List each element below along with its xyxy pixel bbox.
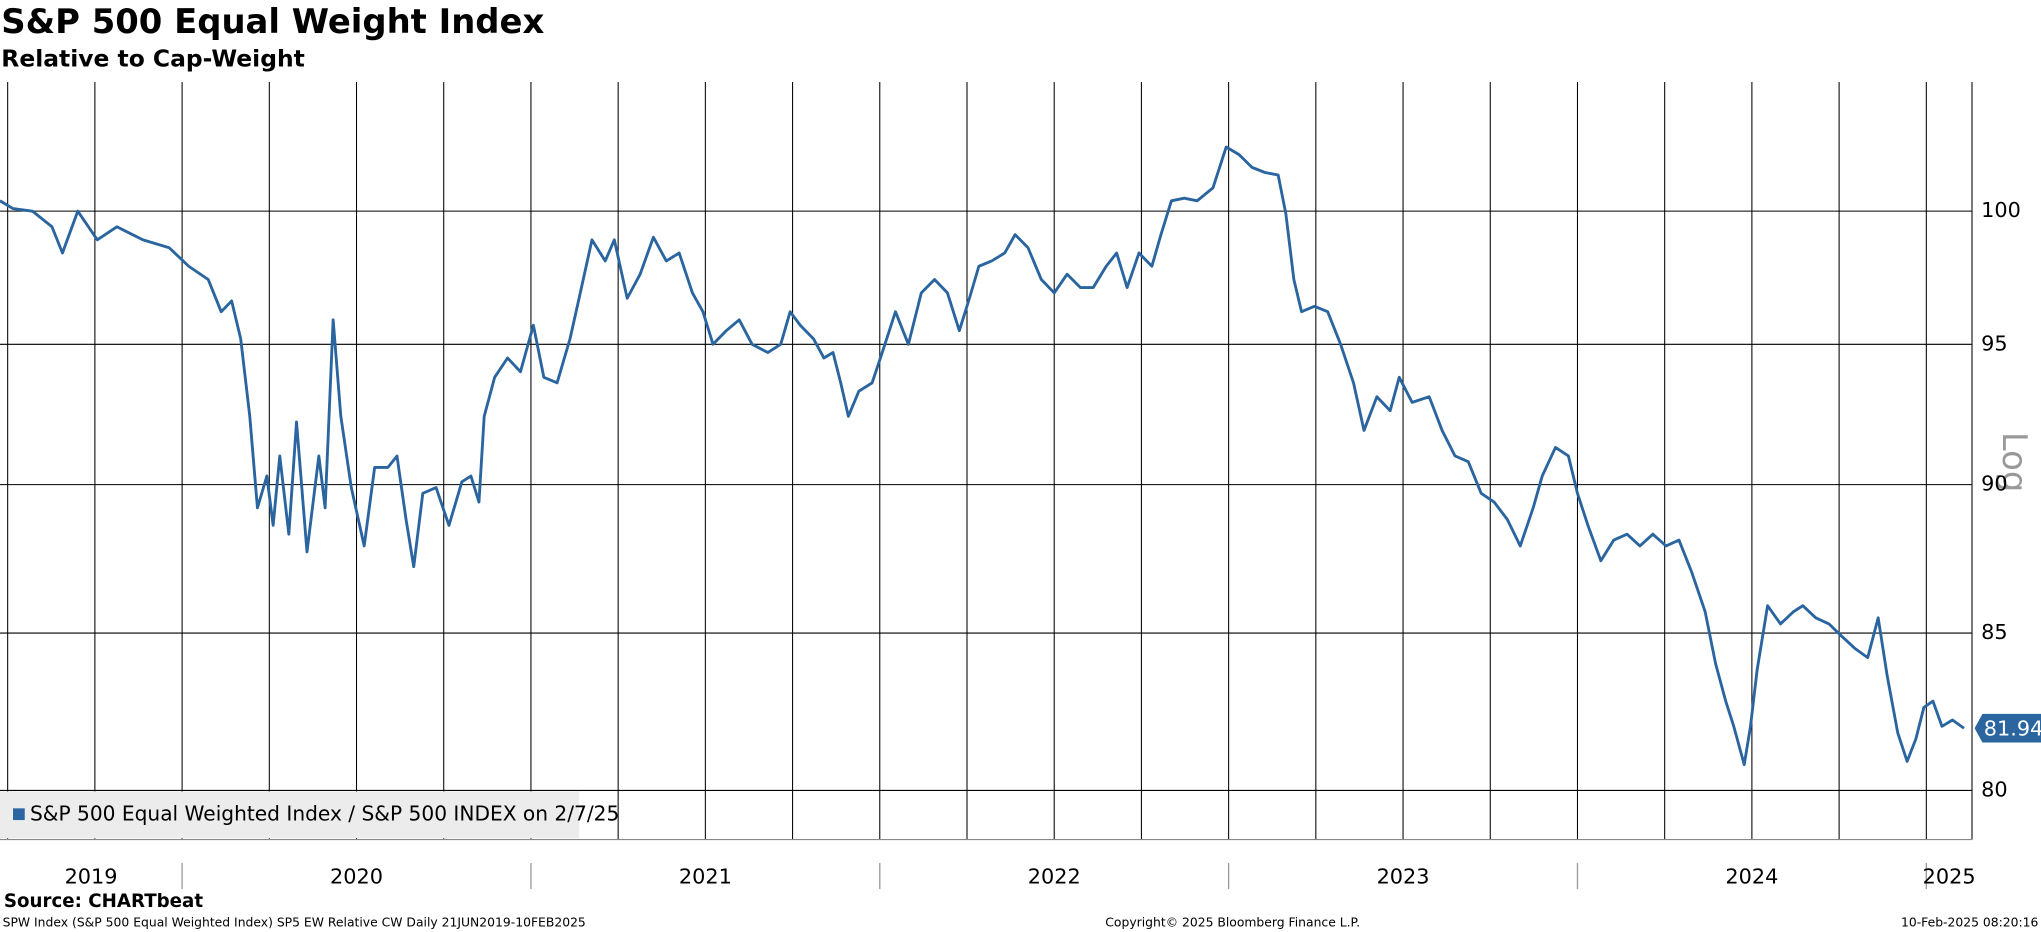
x-tick-label: 2019 [65, 864, 118, 888]
footer-left: SPW Index (S&P 500 Equal Weighted Index)… [3, 915, 586, 929]
x-tick-label: 2025 [1923, 864, 1976, 888]
chart-subtitle: Relative to Cap-Weight [1, 44, 305, 72]
legend-swatch [13, 808, 25, 821]
source: Source: CHARTbeat [4, 891, 203, 912]
x-tick-label: 2022 [1028, 864, 1081, 888]
legend-label: S&P 500 Equal Weighted Index / S&P 500 I… [30, 801, 619, 825]
last-value-label: 81.94 [1984, 717, 2041, 741]
data-line [0, 145, 1965, 767]
x-tick-label: 2021 [679, 864, 732, 888]
x-tick-label: 2023 [1377, 864, 1430, 888]
footer-center: Copyright© 2025 Bloomberg Finance L.P. [1105, 915, 1360, 929]
y-tick-label: 95 [1981, 331, 2007, 355]
last-value-tag [1974, 713, 2041, 743]
y-tick-label: 85 [1981, 620, 2007, 644]
y-tick-label: 90 [1981, 472, 2007, 496]
y-tick-label: 80 [1981, 777, 2007, 801]
y-tick-label: 100 [1981, 198, 2021, 222]
chart-title: S&P 500 Equal Weight Index [1, 2, 544, 41]
x-tick-label: 2024 [1725, 864, 1778, 888]
y-axis-label: Log [1995, 432, 2034, 492]
x-tick-label: 2020 [330, 864, 383, 888]
legend-box [0, 791, 580, 839]
footer-right: 10-Feb-2025 08:20:16 [1901, 915, 2039, 929]
